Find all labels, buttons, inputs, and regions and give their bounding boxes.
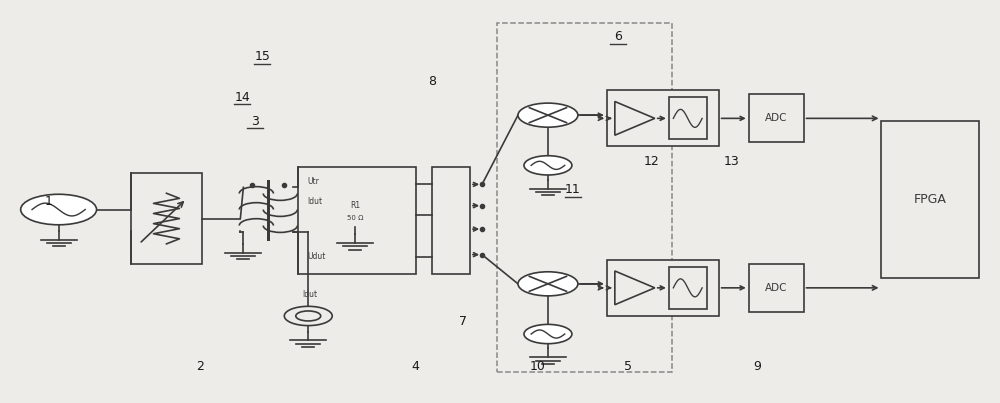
Text: 1: 1 (45, 195, 53, 208)
Text: 10: 10 (530, 359, 546, 373)
Text: R1: R1 (350, 201, 360, 210)
FancyBboxPatch shape (607, 260, 719, 316)
Text: 11: 11 (565, 183, 581, 196)
Text: 14: 14 (234, 91, 250, 104)
Text: 9: 9 (754, 359, 762, 373)
FancyBboxPatch shape (669, 267, 707, 309)
Circle shape (518, 103, 578, 127)
Text: Idut: Idut (303, 290, 318, 299)
FancyBboxPatch shape (749, 264, 804, 312)
Text: 50 Ω: 50 Ω (347, 216, 363, 221)
FancyBboxPatch shape (607, 90, 719, 146)
Text: 13: 13 (724, 155, 740, 168)
Text: 8: 8 (428, 75, 436, 87)
Text: FPGA: FPGA (914, 193, 947, 206)
FancyBboxPatch shape (669, 97, 707, 139)
FancyBboxPatch shape (432, 167, 470, 274)
FancyBboxPatch shape (298, 167, 416, 274)
Text: Utr: Utr (308, 177, 320, 186)
Circle shape (296, 311, 321, 321)
Text: 7: 7 (459, 316, 467, 328)
Text: Idut: Idut (308, 197, 323, 206)
Text: ADC: ADC (765, 283, 787, 293)
FancyBboxPatch shape (749, 94, 804, 143)
Text: ADC: ADC (765, 113, 787, 123)
Text: Udut: Udut (308, 252, 326, 261)
Circle shape (284, 306, 332, 326)
FancyBboxPatch shape (131, 173, 202, 264)
Text: 12: 12 (644, 155, 660, 168)
Text: 5: 5 (624, 359, 632, 373)
Circle shape (21, 194, 97, 225)
Circle shape (524, 156, 572, 175)
Text: 2: 2 (196, 359, 204, 373)
Text: 6: 6 (614, 30, 622, 44)
Text: 15: 15 (254, 50, 270, 63)
Circle shape (524, 324, 572, 344)
Text: 3: 3 (251, 115, 259, 128)
FancyBboxPatch shape (881, 121, 979, 278)
Circle shape (518, 272, 578, 296)
Text: 4: 4 (411, 359, 419, 373)
